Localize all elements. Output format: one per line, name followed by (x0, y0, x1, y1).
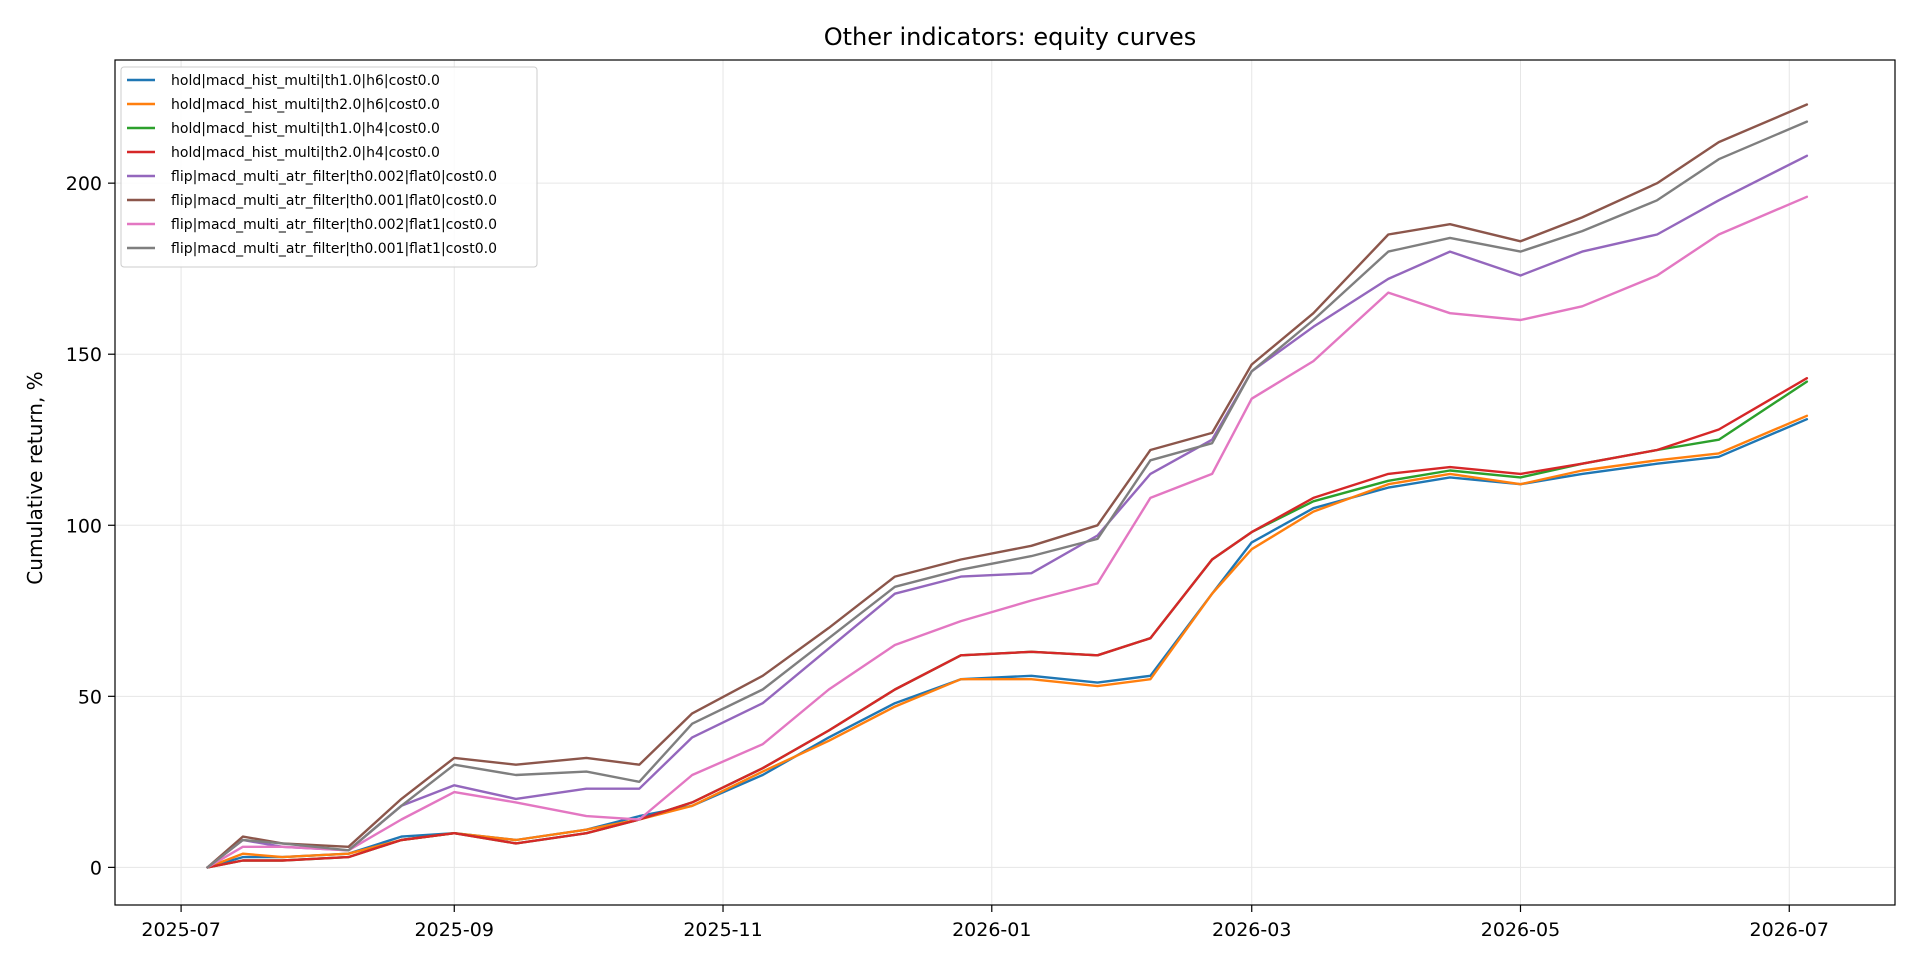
series-layer (206, 103, 1809, 869)
x-tick-label: 2025-07 (141, 919, 220, 941)
series-line-8 (206, 120, 1809, 869)
plot-area-frame (114, 59, 1896, 906)
legend-entry-label: hold|macd_hist_multi|th1.0|h6|cost0.0 (171, 73, 440, 89)
axis-layer: 2025-07 2025-09 2025-11 2026-01 2026-03 2026-… (66, 173, 1829, 941)
legend-entry-label: flip|macd_multi_atr_filter|th0.002|flat0… (171, 169, 497, 185)
legend-entry-label: flip|macd_multi_atr_filter|th0.002|flat1… (171, 217, 497, 233)
legend-entry-label: flip|macd_multi_atr_filter|th0.001|flat1… (171, 241, 497, 257)
y-tick-label: 0 (90, 857, 102, 879)
legend: hold|macd_hist_multi|th1.0|h6|cost0.0hol… (120, 66, 538, 268)
series-line-7 (206, 195, 1809, 869)
legend-entry-label: hold|macd_hist_multi|th2.0|h6|cost0.0 (171, 97, 440, 113)
legend-entry-label: flip|macd_multi_atr_filter|th0.001|flat0… (171, 193, 497, 209)
grid-layer (115, 60, 1895, 905)
x-tick-label: 2025-11 (683, 919, 762, 941)
x-tick-label: 2026-01 (952, 919, 1031, 941)
legend-entry-label: hold|macd_hist_multi|th2.0|h4|cost0.0 (171, 145, 440, 161)
x-tick-label: 2026-07 (1750, 919, 1829, 941)
y-tick-label: 150 (66, 344, 102, 366)
y-tick-label: 50 (78, 686, 102, 708)
series-line-4 (206, 377, 1809, 869)
legend-box (120, 66, 538, 268)
x-tick-label: 2025-09 (415, 919, 494, 941)
x-tick-label: 2026-03 (1212, 919, 1291, 941)
y-tick-label: 200 (66, 173, 102, 195)
y-tick-label: 100 (66, 515, 102, 537)
chart-title: Other indicators: equity curves (824, 23, 1197, 51)
legend-entry-label: hold|macd_hist_multi|th1.0|h4|cost0.0 (171, 121, 440, 137)
x-tick-label: 2026-05 (1481, 919, 1560, 941)
series-line-5 (206, 154, 1809, 869)
series-line-6 (206, 103, 1809, 869)
y-axis-label: Cumulative return, % (23, 371, 47, 584)
